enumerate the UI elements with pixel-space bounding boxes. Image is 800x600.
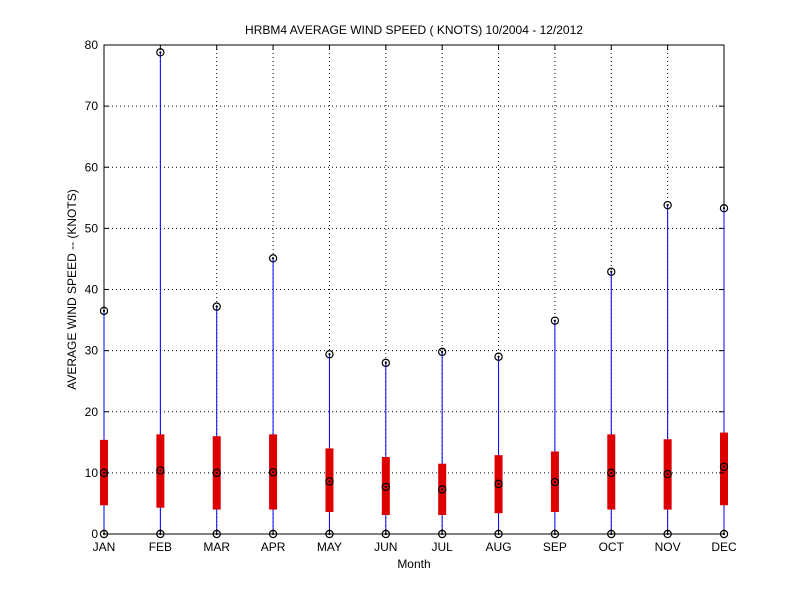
x-tick-label: JUN (374, 540, 397, 554)
x-tick-label: FEB (149, 540, 172, 554)
box-group-aug (494, 352, 503, 539)
max-marker (663, 200, 672, 210)
x-tick-label: MAR (203, 540, 230, 554)
max-marker (550, 316, 560, 325)
median-marker (437, 485, 447, 494)
box-group-jun (381, 358, 391, 539)
ticks-layer: 0 10 20 30 40 50 60 70 80 JAN FEB MAR APR MAY JUN JUL AU… (85, 38, 737, 554)
x-tick-label: MAY (317, 540, 342, 554)
y-axis-label: AVERAGE WIND SPEED -- (KNOTS) (65, 189, 79, 389)
median-marker (607, 468, 616, 478)
max-marker (325, 350, 334, 359)
box-group-jul (437, 347, 447, 539)
median-marker-dot (441, 488, 444, 491)
max-marker-dot (666, 204, 669, 207)
median-marker (663, 469, 672, 479)
median-marker (268, 468, 278, 477)
max-marker (719, 204, 729, 213)
median-marker (719, 462, 729, 471)
y-tick-label: 30 (85, 344, 99, 358)
max-marker (437, 347, 447, 357)
median-marker (212, 468, 221, 478)
max-marker (268, 254, 278, 263)
median-marker-dot (553, 480, 557, 484)
iqr-box (325, 448, 334, 512)
box-group-dec (719, 204, 729, 539)
y-tick-label: 70 (85, 99, 99, 113)
median-marker-dot (215, 471, 218, 474)
median-marker-dot (384, 485, 387, 489)
box-group-may (325, 350, 334, 539)
max-marker-dot (497, 355, 500, 358)
max-marker-dot (159, 51, 162, 54)
max-marker-dot (271, 257, 275, 260)
max-marker (99, 306, 109, 316)
median-marker-dot (328, 480, 331, 483)
x-tick-label: APR (261, 540, 286, 554)
max-marker-dot (722, 207, 726, 210)
max-marker (607, 267, 616, 276)
max-marker-dot (384, 361, 387, 364)
grid-layer (104, 45, 724, 534)
median-marker-dot (497, 482, 500, 485)
y-tick-label: 50 (85, 221, 99, 235)
median-marker-dot (666, 472, 669, 476)
box-group-mar (212, 302, 221, 539)
median-marker (325, 477, 334, 486)
median-marker (494, 479, 503, 489)
median-marker-dot (722, 465, 726, 468)
median-marker (550, 477, 560, 487)
max-marker (212, 302, 221, 311)
x-tick-label: OCT (599, 540, 625, 554)
box-group-feb (156, 48, 165, 539)
x-axis-label: Month (397, 557, 430, 571)
y-tick-label: 80 (85, 38, 99, 52)
box-group-nov (663, 200, 672, 539)
max-marker-dot (328, 353, 331, 356)
box-group-jan (99, 306, 109, 539)
x-tick-label: JAN (93, 540, 116, 554)
marks-layer (99, 48, 729, 539)
x-tick-label: SEP (543, 540, 567, 554)
median-marker-dot (271, 471, 275, 474)
y-tick-label: 40 (85, 283, 99, 297)
max-marker-dot (610, 270, 613, 273)
box-group-sep (550, 316, 560, 539)
x-tick-label: NOV (655, 540, 681, 554)
x-tick-label: DEC (711, 540, 737, 554)
max-marker-dot (553, 319, 557, 322)
y-tick-label: 60 (85, 160, 99, 174)
max-marker-dot (441, 350, 444, 353)
max-marker (381, 358, 391, 368)
y-tick-label: 10 (85, 466, 99, 480)
max-marker (494, 352, 503, 361)
median-marker-dot (610, 471, 613, 474)
chart-title: HRBM4 AVERAGE WIND SPEED ( KNOTS) 10/200… (245, 23, 583, 37)
box-group-oct (607, 267, 616, 539)
y-tick-label: 20 (85, 405, 99, 419)
median-marker-dot (159, 469, 162, 472)
max-marker-dot (215, 305, 218, 308)
median-marker (156, 466, 165, 475)
max-marker-dot (102, 309, 106, 312)
x-tick-label: AUG (486, 540, 512, 554)
x-tick-label: JUL (432, 540, 454, 554)
box-group-apr (268, 254, 278, 539)
median-marker (381, 482, 391, 492)
y-tick-label: 0 (91, 527, 98, 541)
iqr-box (720, 432, 728, 506)
